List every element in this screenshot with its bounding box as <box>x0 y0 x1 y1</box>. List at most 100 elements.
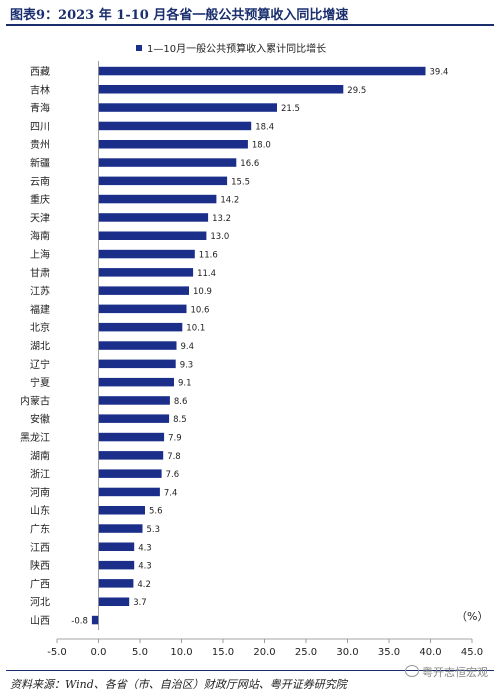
bar <box>98 451 164 460</box>
data-label: 21.5 <box>281 104 300 114</box>
bar <box>98 377 174 387</box>
category-label: 江苏 <box>30 285 50 298</box>
data-label: 15.5 <box>231 177 250 187</box>
watermark-label: 粤开志恒宏观 <box>422 666 488 679</box>
data-label: 7.8 <box>167 452 181 462</box>
data-label: 14.2 <box>220 196 239 206</box>
bar <box>98 140 248 149</box>
category-label: 广西 <box>30 578 50 590</box>
category-label: 福建 <box>30 303 50 316</box>
x-tick-label: 40.0 <box>419 647 441 658</box>
bar <box>98 432 165 442</box>
x-tick-label: 15.0 <box>212 647 234 658</box>
data-label: 18.0 <box>252 141 271 151</box>
bar <box>98 304 187 314</box>
category-label: 安徽 <box>30 413 50 426</box>
category-label: 陕西 <box>30 559 50 572</box>
watermark: 粤开志恒宏观 <box>405 664 488 680</box>
category-label: 重庆 <box>30 193 50 206</box>
bar <box>98 121 252 131</box>
category-label: 贵州 <box>30 138 50 151</box>
x-tick-label: 10.0 <box>170 647 192 658</box>
bar <box>98 414 170 423</box>
bar <box>98 396 170 405</box>
chart-legend: 1—10月一般公共预算收入累计同比增长 <box>136 42 326 55</box>
wechat-icon <box>405 665 419 677</box>
category-label: 海南 <box>30 230 50 243</box>
bar <box>98 213 209 222</box>
category-label: 青海 <box>30 102 50 115</box>
x-tick-label: 45.0 <box>461 647 483 658</box>
chart-title: 图表9：2023 年 1-10 月各省一般公共预算收入同比增速 <box>10 8 349 23</box>
category-label: 甘肃 <box>30 266 50 279</box>
bar <box>98 286 189 295</box>
x-tick-label: 5.0 <box>132 647 148 658</box>
category-label: 上海 <box>30 248 50 261</box>
bar <box>98 506 145 515</box>
data-label: 9.3 <box>180 360 194 370</box>
x-tick-label: 35.0 <box>378 647 400 658</box>
category-label: 湖北 <box>30 341 50 353</box>
category-label: 湖南 <box>30 449 50 462</box>
category-label: 内蒙古 <box>20 394 50 407</box>
data-label: 8.5 <box>173 415 187 425</box>
category-label: 北京 <box>30 321 50 334</box>
legend-swatch <box>136 45 142 51</box>
data-label: 3.7 <box>133 598 147 608</box>
bar <box>98 322 183 332</box>
x-tick-label: 20.0 <box>253 647 275 658</box>
category-label: 云南 <box>30 175 50 188</box>
data-label: 16.6 <box>240 159 259 169</box>
legend-label: 1—10月一般公共预算收入累计同比增长 <box>147 42 326 55</box>
bar <box>98 469 162 478</box>
data-label: 5.6 <box>149 507 163 517</box>
data-label: 13.2 <box>212 214 231 224</box>
data-label: 13.0 <box>210 232 229 242</box>
bar <box>98 176 228 186</box>
category-label: 天津 <box>30 212 50 224</box>
bar <box>98 597 130 606</box>
category-label: 河南 <box>30 486 50 499</box>
category-label: 黑龙江 <box>20 431 50 444</box>
category-label: 山东 <box>30 504 50 517</box>
bar <box>98 85 344 94</box>
data-label: 9.1 <box>178 379 192 389</box>
bar <box>98 158 237 167</box>
data-label: 10.9 <box>193 287 212 297</box>
data-label: 4.3 <box>138 562 152 572</box>
category-label: 辽宁 <box>30 358 50 371</box>
unit-label: （%） <box>456 610 488 623</box>
data-label: 9.4 <box>181 342 195 352</box>
data-label: -0.8 <box>71 617 88 627</box>
category-label: 浙江 <box>30 469 50 481</box>
data-label: 18.4 <box>255 122 274 132</box>
bar <box>98 524 143 533</box>
data-label: 5.3 <box>147 525 161 535</box>
x-tick-label: -5.0 <box>47 647 67 658</box>
bar <box>91 615 99 625</box>
category-label: 四川 <box>30 122 50 133</box>
data-label: 10.1 <box>186 324 205 334</box>
bar-chart: 1—10月一般公共预算收入累计同比增长 西藏 39.4 吉林 29.5 青海 21.5 四川… <box>20 42 488 658</box>
data-label: 7.6 <box>166 470 180 480</box>
x-axis: -5.0 0.0 5.0 10.0 15.0 20.0 25.0 30.0 35.0 40.0 45… <box>47 61 483 658</box>
data-label: 29.5 <box>347 86 366 96</box>
category-label: 江西 <box>30 542 50 554</box>
title-divider <box>6 24 494 26</box>
bar <box>98 103 277 112</box>
data-label: 4.2 <box>137 580 151 590</box>
category-label: 新疆 <box>30 157 50 170</box>
bar <box>98 231 207 240</box>
category-label: 西藏 <box>30 66 50 78</box>
bars: 西藏 39.4 吉林 29.5 青海 21.5 四川 18.4 贵州 18.0 新疆 16.6 云南 15… <box>20 66 448 627</box>
bar <box>98 579 134 588</box>
data-label: 11.6 <box>199 251 218 261</box>
bar <box>98 268 194 277</box>
data-label: 8.6 <box>174 397 188 407</box>
bar <box>98 542 135 551</box>
data-label: 7.4 <box>164 488 178 498</box>
bar <box>98 249 195 259</box>
x-tick-label: 25.0 <box>295 647 317 658</box>
category-label: 山西 <box>30 615 50 627</box>
category-label: 吉林 <box>30 83 50 96</box>
